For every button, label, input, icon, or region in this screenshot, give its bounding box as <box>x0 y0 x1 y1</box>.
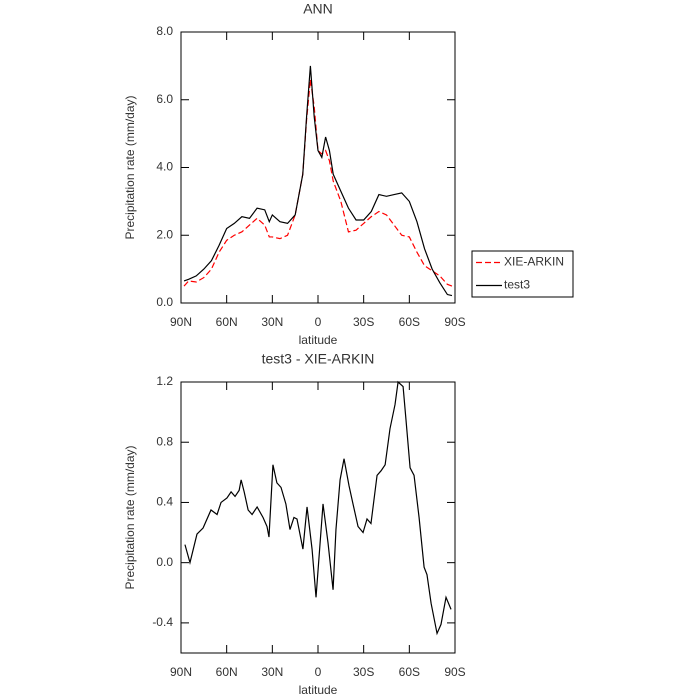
chart-title: test3 - XIE-ARKIN <box>262 351 375 367</box>
data-line <box>184 380 452 636</box>
y-axis-label: Precipitation rate (mm/day) <box>123 445 137 589</box>
x-tick-label: 30S <box>353 665 374 679</box>
data-line <box>183 65 453 297</box>
x-tick-label: 30S <box>353 315 374 329</box>
chart-title: ANN <box>303 1 333 17</box>
y-tick-label: 4.0 <box>156 160 173 174</box>
x-tick-label: 90S <box>444 315 465 329</box>
y-tick-label: 0.4 <box>156 495 173 509</box>
y-tick-label: 2.0 <box>156 227 173 241</box>
x-tick-label: 0 <box>315 315 322 329</box>
y-tick-label: 1.2 <box>156 374 173 388</box>
data-line <box>183 79 453 287</box>
y-tick-label: 8.0 <box>156 24 173 38</box>
plot-frame <box>180 381 456 654</box>
legend-label: XIE-ARKIN <box>504 255 564 269</box>
x-tick-label: 60N <box>216 665 238 679</box>
x-tick-label: 90S <box>444 665 465 679</box>
x-tick-label: 60S <box>399 665 420 679</box>
plot-frame <box>180 31 456 304</box>
x-axis-label: latitude <box>299 683 338 697</box>
y-tick-label: 0.0 <box>156 555 173 569</box>
y-tick-label: 0.8 <box>156 434 173 448</box>
x-axis-label: latitude <box>299 333 338 347</box>
x-tick-label: 0 <box>315 665 322 679</box>
x-tick-label: 60S <box>399 315 420 329</box>
y-tick-label: 6.0 <box>156 92 173 106</box>
x-tick-label: 90N <box>170 665 192 679</box>
legend-label: test3 <box>504 278 530 292</box>
y-tick-label: 0.0 <box>156 295 173 309</box>
x-tick-label: 90N <box>170 315 192 329</box>
x-tick-label: 60N <box>216 315 238 329</box>
x-tick-label: 30N <box>261 665 283 679</box>
x-tick-label: 30N <box>261 315 283 329</box>
y-tick-label: -0.4 <box>152 615 173 629</box>
legend-box <box>471 250 574 298</box>
y-axis-label: Precipitation rate (mm/day) <box>123 95 137 239</box>
